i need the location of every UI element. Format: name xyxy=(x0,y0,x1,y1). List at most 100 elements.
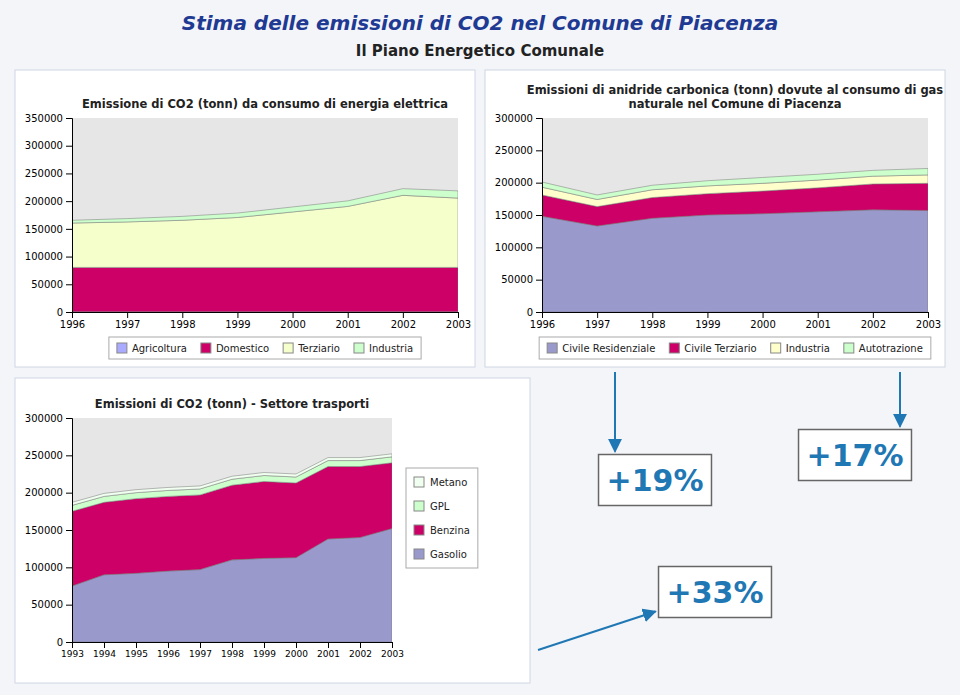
x-tick: 2000 xyxy=(750,312,775,330)
tick-mark xyxy=(66,530,72,531)
tick-mark xyxy=(66,567,72,568)
axis-domain xyxy=(66,119,73,313)
legend-item: Industria xyxy=(771,343,830,354)
x-tick: 1998 xyxy=(221,642,244,659)
legend-item: Benzina xyxy=(414,525,470,536)
chart-root: Stima delle emissioni di CO2 nel Comune … xyxy=(0,0,960,695)
tick-mark xyxy=(66,284,72,285)
y-tick-label: 150000 xyxy=(25,224,63,235)
legend: Civile ResidenzialeCivile TerziarioIndus… xyxy=(539,337,931,359)
tick-mark xyxy=(536,247,542,248)
legend-label: Benzina xyxy=(430,525,470,536)
tick-mark xyxy=(763,312,764,318)
x-tick-label: 1998 xyxy=(640,319,665,330)
tick-mark xyxy=(66,493,72,494)
axis-domain xyxy=(73,313,459,319)
legend: MetanoGPLBenzinaGasolio xyxy=(406,468,478,568)
y-tick-label: 200000 xyxy=(495,177,533,188)
tick-mark xyxy=(536,312,542,313)
legend-item: GPL xyxy=(414,501,450,512)
y-tick: 150000 xyxy=(25,224,72,235)
x-tick-label: 1998 xyxy=(170,319,195,330)
legend-swatch xyxy=(771,343,781,353)
x-tick: 1998 xyxy=(640,312,665,330)
legend: AgricolturaDomesticoTerziarioIndustria xyxy=(109,337,421,359)
legend-item: Civile Residenziale xyxy=(547,343,655,354)
x-tick: 2002 xyxy=(349,642,372,659)
tick-mark xyxy=(536,118,542,119)
x-tick: 2001 xyxy=(317,642,340,659)
x-tick-label: 2003 xyxy=(916,319,941,330)
legend-swatch xyxy=(547,343,557,353)
chart-panel: Emissioni di CO2 (tonn) - Settore traspo… xyxy=(15,378,530,683)
panel-background xyxy=(15,378,530,683)
annotation-text: +33% xyxy=(667,575,764,610)
tick-mark xyxy=(536,183,542,184)
y-tick: 150000 xyxy=(495,210,542,221)
x-tick-label: 1994 xyxy=(93,649,116,659)
axis-domain xyxy=(543,313,929,319)
tick-mark xyxy=(818,312,819,318)
y-tick-label: 200000 xyxy=(25,487,63,498)
tick-mark xyxy=(66,118,72,119)
y-tick: 200000 xyxy=(495,177,542,188)
y-tick: 0 xyxy=(57,307,72,318)
y-tick: 50000 xyxy=(31,279,72,290)
tick-mark xyxy=(72,312,73,318)
x-tick: 1998 xyxy=(170,312,195,330)
plot-background xyxy=(542,118,928,312)
annotation: +33% xyxy=(659,567,772,618)
legend-frame xyxy=(109,337,421,359)
tick-mark xyxy=(182,312,183,318)
tick-mark xyxy=(536,215,542,216)
y-axis: 0500001000001500002000002500003000003500… xyxy=(25,113,73,318)
tick-mark xyxy=(66,257,72,258)
x-tick: 2000 xyxy=(280,312,305,330)
legend-swatch xyxy=(354,343,364,353)
annotation-box xyxy=(599,455,712,506)
x-tick: 1997 xyxy=(585,312,610,330)
axis-domain xyxy=(536,119,543,313)
annotation-box xyxy=(799,430,912,481)
x-tick: 2003 xyxy=(916,312,941,330)
annotation-arrow xyxy=(899,372,901,427)
x-tick-label: 1996 xyxy=(157,649,180,659)
legend-item: Domestico xyxy=(201,343,269,354)
tick-mark xyxy=(136,642,137,648)
legend-frame xyxy=(406,468,478,568)
tick-mark xyxy=(200,642,201,648)
x-tick-label: 1999 xyxy=(253,649,276,659)
y-tick-label: 0 xyxy=(57,307,63,318)
y-tick: 300000 xyxy=(25,413,72,424)
x-tick-label: 1997 xyxy=(189,649,212,659)
legend-item: Autotrazione xyxy=(844,343,923,354)
tick-mark xyxy=(66,455,72,456)
x-tick-label: 1995 xyxy=(125,649,148,659)
y-axis: 050000100000150000200000250000300000 xyxy=(25,413,73,648)
panel-background xyxy=(15,70,475,367)
chart-title: Emissioni di anidride carbonica (tonn) d… xyxy=(527,83,944,111)
x-tick: 1994 xyxy=(93,642,116,659)
tick-mark xyxy=(66,312,72,313)
y-tick: 300000 xyxy=(495,113,542,124)
x-tick-label: 2000 xyxy=(280,319,305,330)
legend-label: Civile Residenziale xyxy=(562,343,655,354)
x-tick: 2000 xyxy=(285,642,308,659)
x-tick: 1995 xyxy=(125,642,148,659)
x-tick: 1999 xyxy=(695,312,720,330)
annotation-arrow xyxy=(614,372,616,452)
tick-mark xyxy=(66,173,72,174)
tick-mark xyxy=(348,312,349,318)
y-tick: 250000 xyxy=(25,168,72,179)
tick-mark xyxy=(66,201,72,202)
panel-background xyxy=(485,70,945,367)
x-tick-label: 2000 xyxy=(285,649,308,659)
chart-title: Emissione di CO2 (tonn) da consumo di en… xyxy=(82,97,448,111)
y-tick: 0 xyxy=(57,637,72,648)
annotation: +19% xyxy=(599,455,712,506)
chart-panel: Emissione di CO2 (tonn) da consumo di en… xyxy=(15,70,475,367)
tick-mark xyxy=(458,312,459,318)
tick-mark xyxy=(168,642,169,648)
tick-mark xyxy=(66,146,72,147)
x-tick-label: 1999 xyxy=(225,319,250,330)
